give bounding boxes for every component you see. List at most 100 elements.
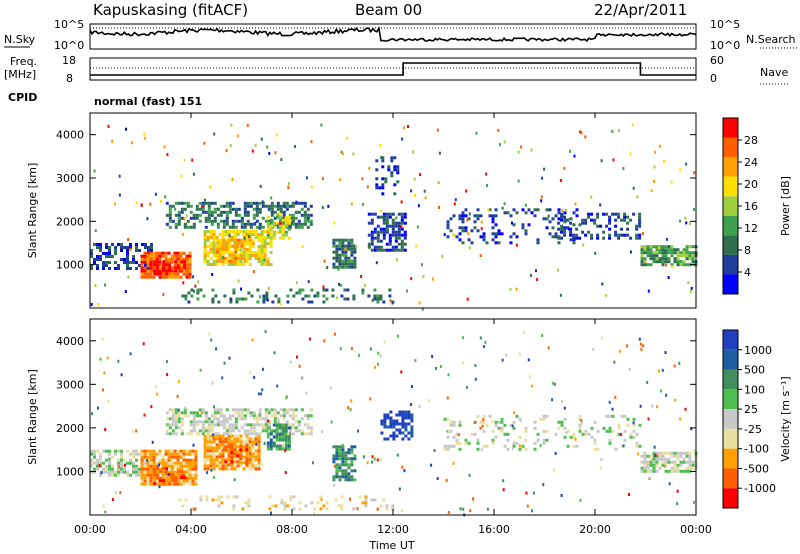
heatmap-cell <box>396 165 400 169</box>
heatmap-cell <box>180 429 184 433</box>
heatmap-cell <box>309 219 313 223</box>
heatmap-cell <box>177 222 181 226</box>
heatmap-cell <box>192 411 196 415</box>
heatmap-cell <box>207 219 211 223</box>
heatmap-cell <box>165 411 169 415</box>
heatmap-cell <box>246 432 250 436</box>
heatmap-cell <box>191 482 195 486</box>
heatmap-cell <box>213 408 217 412</box>
heatmap-cell <box>346 288 350 292</box>
heatmap-cell <box>356 507 359 511</box>
heatmap-cell <box>382 221 386 225</box>
heatmap-cell <box>566 429 570 433</box>
heatmap-cell <box>665 263 667 267</box>
heatmap-cell <box>298 507 302 511</box>
heatmap-cell <box>282 411 286 415</box>
heatmap-cell <box>254 449 258 453</box>
heatmap-cell <box>126 249 129 252</box>
heatmap-cell <box>224 440 228 444</box>
heatmap-cell <box>192 420 196 424</box>
heatmap-cell <box>578 417 582 421</box>
heatmap-cell <box>270 207 274 211</box>
heatmap-cell <box>264 330 267 334</box>
heatmap-cell <box>376 236 380 240</box>
heatmap-cell <box>269 432 273 436</box>
heatmap-cell <box>111 243 114 246</box>
heatmap-cell <box>99 458 102 462</box>
heatmap-cell <box>461 217 465 221</box>
heatmap-cell <box>212 233 216 236</box>
heatmap-cell <box>228 259 232 263</box>
heatmap-cell <box>338 451 342 455</box>
heatmap-cell <box>239 445 243 449</box>
heatmap-cell <box>143 272 147 276</box>
heatmap-cell <box>143 251 147 255</box>
heatmap-cell <box>291 216 295 220</box>
heatmap-cell <box>638 224 642 228</box>
heatmap-cell <box>93 455 96 459</box>
heatmap-cell <box>240 426 244 430</box>
heatmap-cell <box>230 460 234 464</box>
heatmap-cell <box>248 245 252 248</box>
heatmap-cell <box>204 420 208 424</box>
heatmap-cell <box>167 470 171 474</box>
heatmap-cell <box>340 294 344 298</box>
heatmap-cell <box>388 239 392 243</box>
heatmap-cell <box>396 453 399 457</box>
heatmap-cell <box>230 457 234 461</box>
heatmap-cell <box>212 464 216 468</box>
heatmap-cell <box>254 455 258 459</box>
heatmap-cell <box>572 241 576 245</box>
heatmap-cell <box>464 208 468 212</box>
heatmap-cell <box>161 275 165 279</box>
heatmap-cell <box>246 201 250 205</box>
heatmap-cell <box>182 482 186 486</box>
heatmap-cell <box>590 236 594 240</box>
heatmap-cell <box>548 220 552 224</box>
heatmap-cell <box>344 250 348 254</box>
heatmap-cell <box>246 204 250 208</box>
heatmap-cell <box>376 507 379 511</box>
heatmap-cell <box>397 233 401 237</box>
heatmap-cell <box>260 236 264 239</box>
heatmap-cell <box>338 466 342 470</box>
heatmap-cell <box>655 257 659 261</box>
heatmap-cell <box>173 257 177 261</box>
heatmap-cell <box>219 219 223 223</box>
heatmap-cell <box>435 367 437 370</box>
heatmap-cell <box>388 215 392 219</box>
heatmap-cell <box>377 362 380 366</box>
heatmap-cell <box>232 504 236 508</box>
heatmap-cell <box>90 267 93 270</box>
heatmap-cell <box>228 356 231 360</box>
heatmap-cell <box>364 504 368 508</box>
heatmap-cell <box>518 447 522 451</box>
heatmap-cell <box>96 461 99 465</box>
heatmap-cell <box>165 260 169 264</box>
heatmap-cell <box>252 423 256 427</box>
heatmap-cell <box>243 408 247 412</box>
heatmap-cell <box>655 457 659 461</box>
heatmap-cell <box>206 471 209 475</box>
heatmap-cell <box>254 452 258 456</box>
heatmap-cell <box>392 425 396 429</box>
heatmap-cell <box>199 495 203 499</box>
heatmap-cell <box>337 504 341 508</box>
heatmap-cell <box>458 214 462 218</box>
heatmap-cell <box>245 248 249 251</box>
heatmap-cell <box>162 263 166 267</box>
heatmap-cell <box>165 263 169 267</box>
heatmap-cell <box>230 443 234 447</box>
heatmap-cell <box>679 254 683 258</box>
heatmap-cell <box>248 239 252 242</box>
heatmap-cell <box>341 238 345 242</box>
heatmap-cell <box>199 368 202 372</box>
heatmap-cell <box>596 233 600 237</box>
heatmap-cell <box>524 429 528 433</box>
heatmap-cell <box>661 451 665 455</box>
heatmap-cell <box>258 226 261 230</box>
heatmap-cell <box>392 419 396 423</box>
colorbar-tick-label: -25 <box>744 423 762 436</box>
heatmap-cell <box>332 475 336 479</box>
heatmap-cell <box>206 239 210 242</box>
